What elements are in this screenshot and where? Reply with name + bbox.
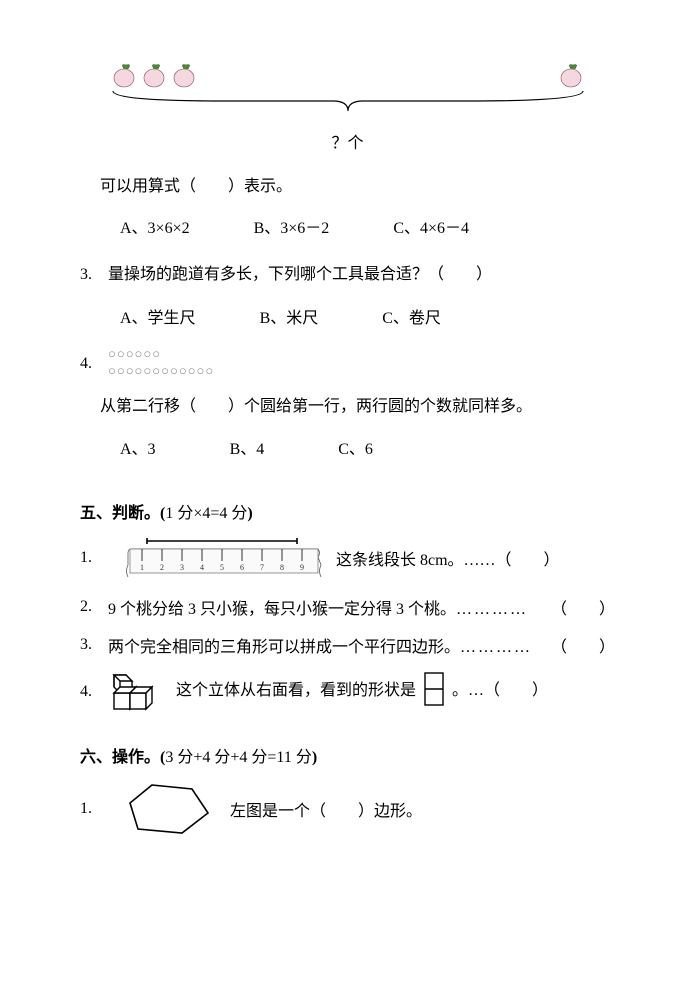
q3-number: 3. — [80, 257, 108, 292]
brace-under — [80, 86, 615, 121]
peach-icon — [557, 60, 585, 88]
j1-number: 1. — [80, 549, 108, 567]
sec5-head-mid: 1 分×4=4 分 — [165, 505, 247, 522]
choice-c: C、6 — [338, 431, 373, 469]
j2-dots: ………… — [456, 601, 528, 618]
svg-text:1: 1 — [140, 563, 144, 572]
choice-a: A、3 — [120, 431, 156, 469]
svg-text:5: 5 — [220, 563, 224, 572]
svg-text:8: 8 — [280, 563, 284, 572]
choice-a: A、3×6×2 — [120, 210, 190, 248]
svg-text:3: 3 — [180, 563, 184, 572]
choice-b: B、米尺 — [260, 300, 319, 338]
j3-dots: ………… — [460, 639, 532, 656]
j1-text: 这条线段长 8cm。……（ ） — [336, 546, 560, 570]
ruler-icon: 1 2 3 4 5 6 7 8 9 — [122, 535, 322, 581]
peach-icon — [140, 60, 168, 88]
diagram-choices: A、3×6×2 B、3×6－2 C、4×6－4 — [80, 210, 615, 248]
q4-circles-row1: ○○○○○○ — [108, 346, 615, 363]
j3-number: 3. — [80, 636, 108, 654]
sec6-q1-text: 左图是一个（ ）边形。 — [230, 797, 422, 821]
sec5-head-prefix: 五、判断。( — [80, 505, 165, 522]
choice-c: C、卷尺 — [382, 300, 441, 338]
choice-a: A、学生尺 — [120, 300, 196, 338]
q3-text: 量操场的跑道有多长，下列哪个工具最合适？（ ） — [108, 257, 615, 292]
choice-c: C、4×6－4 — [393, 210, 469, 248]
diagram-sentence: 可以用算式（ ）表示。 — [80, 169, 615, 204]
j4-number: 4. — [80, 683, 108, 701]
svg-text:4: 4 — [200, 563, 204, 572]
j2-number: 2. — [80, 598, 108, 616]
choice-b: B、4 — [230, 431, 265, 469]
j4-text-after: 。…（ ） — [452, 683, 548, 700]
sec5-head-suffix: ) — [247, 505, 252, 522]
sec6-head-suffix: ) — [312, 749, 317, 766]
svg-text:7: 7 — [260, 563, 264, 572]
section5-heading: 五、判断。(1 分×4=4 分) — [80, 499, 615, 523]
q4-circles-row2: ○○○○○○○○○○○○ — [108, 363, 615, 380]
svg-text:2: 2 — [160, 563, 164, 572]
j3-paren: （ ） — [551, 633, 615, 657]
section6-heading: 六、操作。(3 分+4 分+4 分=11 分) — [80, 743, 615, 767]
peach-group-left — [110, 60, 198, 88]
choice-b: B、3×6－2 — [254, 210, 330, 248]
peach-group-right — [557, 60, 585, 88]
peach-figure — [80, 60, 615, 88]
rect-2x1-icon — [424, 672, 444, 711]
svg-text:6: 6 — [240, 563, 244, 572]
q4-choices: A、3 B、4 C、6 — [80, 431, 615, 469]
sec6-q1-number: 1. — [80, 800, 108, 818]
question-mark-label: ？个 — [80, 129, 615, 153]
sec6-head-prefix: 六、操作。( — [80, 749, 165, 766]
peach-icon — [110, 60, 138, 88]
q4-number: 4. — [80, 346, 108, 381]
peach-icon — [170, 60, 198, 88]
sec6-head-mid: 3 分+4 分+4 分=11 分 — [165, 749, 311, 766]
cubes-icon — [108, 671, 166, 713]
j2-paren: （ ） — [551, 595, 615, 619]
svg-text:9: 9 — [300, 563, 304, 572]
j3-text: 两个完全相同的三角形可以拼成一个平行四边形。 — [108, 639, 460, 656]
j2-text: 9 个桃分给 3 只小猴，每只小猴一定分得 3 个桃。 — [108, 601, 456, 618]
q4-text: 从第二行移（ ）个圆给第一行，两行圆的个数就同样多。 — [80, 389, 615, 424]
j4-text-before: 这个立体从右面看，看到的形状是 — [176, 683, 416, 700]
q3-choices: A、学生尺 B、米尺 C、卷尺 — [80, 300, 615, 338]
hexagon-icon — [124, 779, 214, 839]
